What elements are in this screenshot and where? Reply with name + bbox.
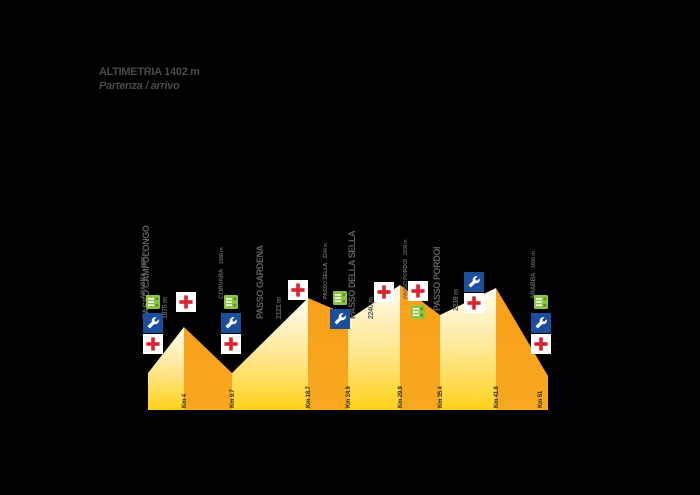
red-cross-icon[interactable] <box>143 334 163 354</box>
service-icons-sella <box>374 282 394 302</box>
elevation-chart: Km 4 Km 9.7 Km 18.7 Km 24.9 Km 29.9 Km 3… <box>140 280 560 410</box>
km-marker: Km 4 <box>182 394 188 408</box>
km-marker: Km 51 <box>538 390 544 408</box>
place-label-passo-gardena: PASSO GARDENA 2121 m <box>255 245 283 319</box>
food-station-icon[interactable] <box>221 292 241 312</box>
service-icons-km354 <box>408 281 428 322</box>
service-icons-corvara <box>221 292 241 354</box>
km-marker: Km 18.7 <box>306 386 312 408</box>
page-title: ALTIMETRIA 1402 m <box>99 66 200 78</box>
km-marker: Km 35.4 <box>438 386 444 408</box>
place-label-passo-pordoi: PASSO PORDOI 2239 m <box>432 246 460 311</box>
km-marker: Km 24.9 <box>346 386 352 408</box>
service-icons-arabba-start <box>143 292 163 354</box>
wrench-icon[interactable] <box>221 313 241 333</box>
wrench-icon[interactable] <box>330 309 350 329</box>
service-icons-gardena <box>288 280 308 300</box>
profile-silhouette <box>148 285 548 410</box>
food-station-icon[interactable] <box>330 288 350 308</box>
service-icons-campolongo <box>176 292 196 312</box>
km-marker: Km 29.9 <box>398 386 404 408</box>
chart-header: ALTIMETRIA 1402 m Partenza / arrivo <box>99 66 200 93</box>
wrench-icon[interactable] <box>464 272 484 292</box>
page-subtitle: Partenza / arrivo <box>99 80 180 92</box>
food-station-icon[interactable] <box>143 292 163 312</box>
km-marker: Km 9.7 <box>230 389 236 408</box>
food-station-icon[interactable] <box>408 302 428 322</box>
wrench-icon[interactable] <box>143 313 163 333</box>
red-cross-icon[interactable] <box>408 281 428 301</box>
service-icons-pordoi <box>464 272 484 313</box>
service-icons-arabba-finish <box>531 292 551 354</box>
red-cross-icon[interactable] <box>288 280 308 300</box>
red-cross-icon[interactable] <box>374 282 394 302</box>
wrench-icon[interactable] <box>531 313 551 333</box>
km-marker: Km 41.8 <box>494 386 500 408</box>
red-cross-icon[interactable] <box>221 334 241 354</box>
service-icons-km249 <box>330 288 350 329</box>
food-station-icon[interactable] <box>531 292 551 312</box>
red-cross-icon[interactable] <box>176 292 196 312</box>
red-cross-icon[interactable] <box>531 334 551 354</box>
red-cross-icon[interactable] <box>464 293 484 313</box>
